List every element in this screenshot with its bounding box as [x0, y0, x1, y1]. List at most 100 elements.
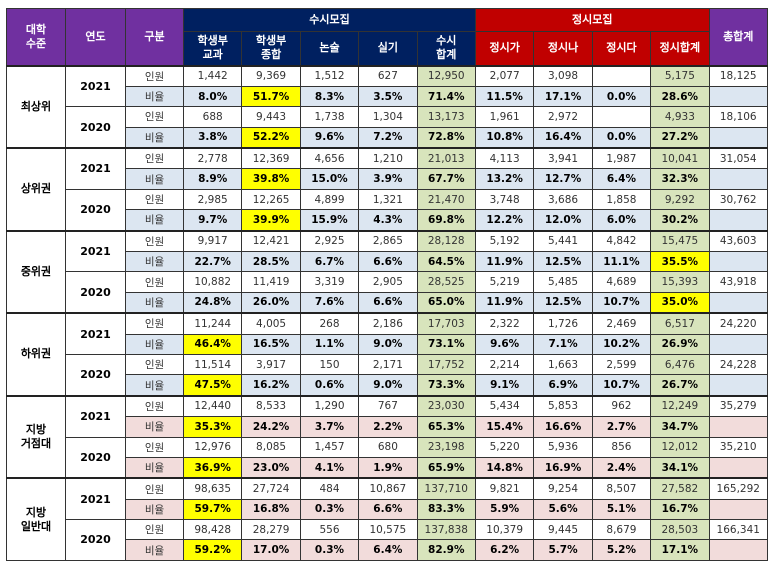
- header-jeongsi: 정시모집: [474, 8, 710, 32]
- ratio-cell: 71.4%: [416, 85, 476, 108]
- ratio-cell: 0.0%: [591, 126, 652, 149]
- kind-cell: 인원: [125, 271, 184, 293]
- ratio-cell: 16.9%: [533, 456, 593, 479]
- admissions-table: 대학 수준 연도 구분 수시모집 정시모집 총합계 학생부 교과 학생부 종합 논술…: [6, 8, 768, 561]
- count-cell: 12,976: [182, 436, 243, 458]
- table-row: 상위권 2021 인원 2,778 12,369 4,656 1,210 21,013 4,11…: [6, 147, 768, 232]
- count-cell: 4,842: [591, 229, 652, 253]
- count-cell: 2,077: [474, 64, 535, 87]
- ratio-cell: 0.3%: [299, 539, 360, 561]
- count-cell: 23,198: [416, 436, 476, 458]
- ratio-cell: 64.5%: [416, 251, 476, 273]
- ratio-cell: 26.7%: [650, 374, 710, 397]
- kind-cell: 비율: [125, 209, 184, 232]
- kind-cell: 인원: [125, 519, 184, 541]
- total-cell: [708, 291, 768, 314]
- ratio-cell: 6.0%: [591, 209, 652, 232]
- year-cell: 2021: [65, 229, 126, 273]
- count-cell: 5,434: [474, 394, 535, 418]
- total-cell: [708, 456, 768, 479]
- kind-cell: 비율: [125, 539, 184, 561]
- count-cell: 1,738: [299, 106, 360, 128]
- header-column: 논술: [299, 31, 360, 66]
- ratio-cell: 12.5%: [533, 291, 593, 314]
- count-cell: 5,220: [474, 436, 535, 458]
- ratio-cell: 35.0%: [650, 291, 710, 314]
- ratio-cell: 10.7%: [591, 374, 652, 397]
- ratio-cell: 4.3%: [358, 209, 418, 232]
- count-cell: 9,292: [650, 188, 710, 211]
- total-cell: 43,918: [708, 271, 768, 293]
- count-cell: 2,599: [591, 353, 652, 376]
- ratio-cell: 16.2%: [241, 374, 301, 397]
- year-cell: 2020: [65, 271, 126, 314]
- count-cell: 11,514: [182, 353, 243, 376]
- ratio-cell: 22.7%: [182, 251, 243, 273]
- kind-cell: 인원: [125, 312, 184, 335]
- count-cell: 767: [358, 394, 418, 418]
- ratio-cell: 47.5%: [182, 374, 243, 397]
- ratio-cell: 2.7%: [591, 416, 652, 438]
- ratio-cell: 34.1%: [650, 456, 710, 479]
- kind-cell: 인원: [125, 353, 184, 376]
- total-cell: [708, 85, 768, 108]
- kind-cell: 인원: [125, 477, 184, 500]
- count-cell: 1,321: [358, 188, 418, 211]
- ratio-cell: 6.4%: [591, 168, 652, 190]
- total-cell: [708, 498, 768, 521]
- table-row: 중위권 2021 인원 9,917 12,421 2,925 2,865 28,128 5,19…: [6, 229, 768, 314]
- ratio-cell: 73.1%: [416, 333, 476, 355]
- kind-cell: 인원: [125, 64, 184, 87]
- year-cell: 2021: [65, 312, 126, 355]
- level-cell: 상위권: [6, 147, 66, 232]
- total-cell: 35,210: [708, 436, 768, 458]
- table-row: 비율 59.2% 17.0% 0.3% 6.4% 82.9% 6.2% 5.7% 5.2% 17.…: [7, 539, 768, 561]
- table-row: 2020 인원 10,882 11,419 3,319 2,905 28,525 5,219 5…: [7, 271, 768, 314]
- header-kind: 구분: [125, 8, 184, 66]
- count-cell: 4,689: [591, 271, 652, 293]
- ratio-cell: 8.3%: [299, 85, 360, 108]
- ratio-cell: 13.2%: [474, 168, 535, 190]
- kind-cell: 비율: [125, 498, 184, 521]
- ratio-cell: 24.8%: [182, 291, 243, 314]
- year-cell: 2020: [65, 106, 126, 149]
- count-cell: 27,724: [241, 477, 301, 500]
- ratio-cell: 39.8%: [241, 168, 301, 190]
- ratio-cell: 10.2%: [591, 333, 652, 355]
- table-row: 최상위 2021 인원 1,442 9,369 1,512 627 12,950 2,077 3,…: [6, 64, 768, 149]
- count-cell: 688: [182, 106, 243, 128]
- count-cell: 98,428: [182, 519, 243, 541]
- kind-cell: 비율: [125, 374, 184, 397]
- kind-cell: 비율: [125, 126, 184, 149]
- count-cell: 2,972: [533, 106, 593, 128]
- kind-cell: 인원: [125, 229, 184, 253]
- total-cell: [708, 333, 768, 355]
- table-row: 2020 인원 98,428 28,279 556 10,575 137,838 10,379…: [7, 519, 768, 561]
- ratio-cell: 83.3%: [416, 498, 476, 521]
- kind-cell: 비율: [125, 85, 184, 108]
- count-cell: 12,012: [650, 436, 710, 458]
- count-cell: 484: [299, 477, 360, 500]
- ratio-cell: 8.9%: [182, 168, 243, 190]
- count-cell: [591, 106, 652, 128]
- kind-cell: 인원: [125, 147, 184, 170]
- count-cell: 6,476: [650, 353, 710, 376]
- count-cell: 6,517: [650, 312, 710, 335]
- kind-cell: 비율: [125, 251, 184, 273]
- ratio-cell: 1.9%: [358, 456, 418, 479]
- count-cell: 98,635: [182, 477, 243, 500]
- ratio-cell: 3.7%: [299, 416, 360, 438]
- ratio-cell: 6.2%: [474, 539, 535, 561]
- total-cell: [708, 416, 768, 438]
- ratio-cell: 17.1%: [533, 85, 593, 108]
- count-cell: 1,210: [358, 147, 418, 170]
- table-row: 비율 8.0% 51.7% 8.3% 3.5% 71.4% 11.5% 17.1% 0.0% 28…: [7, 85, 768, 108]
- count-cell: 2,322: [474, 312, 535, 335]
- ratio-cell: 0.6%: [299, 374, 360, 397]
- total-cell: 31,054: [708, 147, 768, 170]
- ratio-cell: 16.8%: [241, 498, 301, 521]
- ratio-cell: 7.1%: [533, 333, 593, 355]
- count-cell: 1,726: [533, 312, 593, 335]
- count-cell: 9,821: [474, 477, 535, 500]
- ratio-cell: 15.0%: [299, 168, 360, 190]
